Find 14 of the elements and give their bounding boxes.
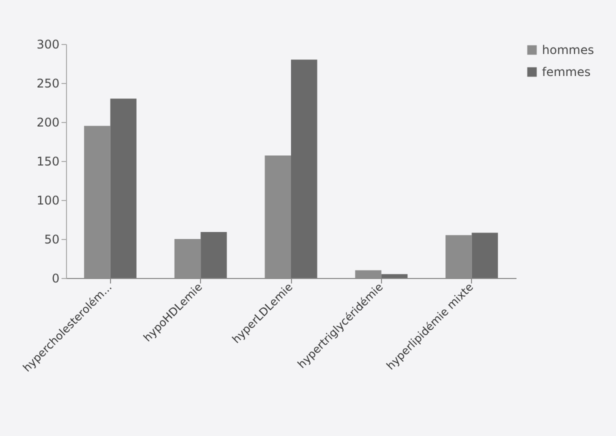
y-tick-label: 300: [36, 38, 60, 52]
y-tick-label: 50: [44, 232, 60, 246]
y-tick-label: 100: [36, 194, 60, 208]
bar: [472, 232, 498, 278]
y-tick-label: 150: [36, 154, 60, 168]
bar: [110, 98, 136, 278]
bar: [381, 274, 408, 278]
legend-label: femmes: [542, 65, 591, 79]
y-tick-label: 200: [36, 116, 60, 130]
y-tick-label: 0: [52, 272, 60, 286]
y-tick-label: 250: [36, 76, 60, 90]
bar: [291, 60, 318, 278]
legend-label: hommes: [542, 43, 594, 57]
bar: [200, 232, 227, 278]
